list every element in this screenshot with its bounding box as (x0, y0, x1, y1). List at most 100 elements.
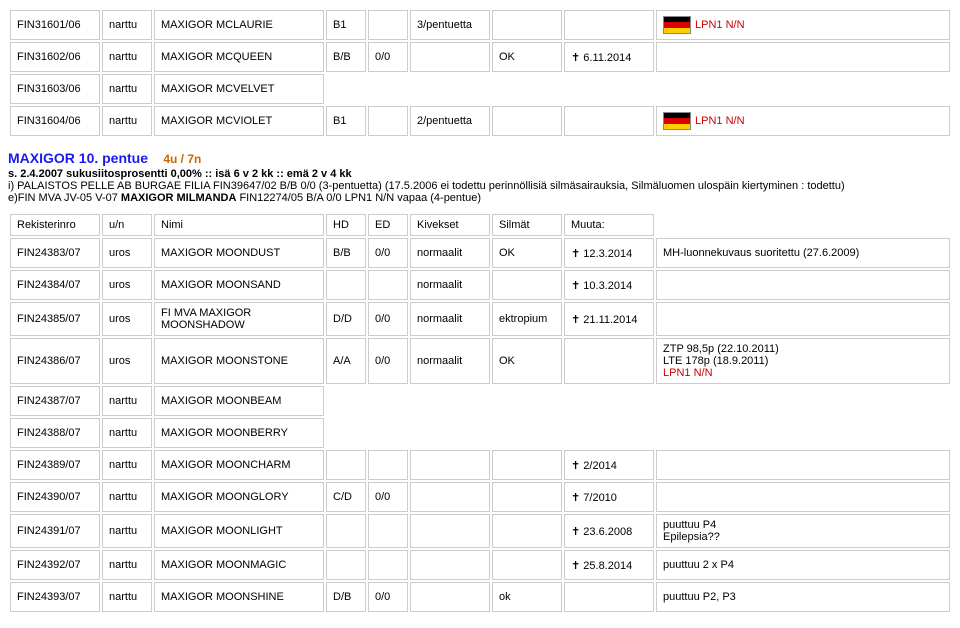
cell-nimi: MAXIGOR MCLAURIE (154, 10, 324, 40)
table-row: FIN24389/07narttuMAXIGOR MOONCHARM ✝ 2/20… (10, 450, 950, 480)
cell-nimi: MAXIGOR MOONSHINE (154, 582, 324, 612)
cell-ext-line: puuttuu P2, P3 (663, 591, 736, 603)
cell-ed (368, 550, 408, 580)
hdr-reg: Rekisterinro (10, 214, 100, 236)
cell-reg: FIN24390/07 (10, 482, 100, 512)
cell-ext-line: MH-luonnekuvaus suoritettu (27.6.2009) (663, 247, 859, 259)
cell-reg: FIN24386/07 (10, 338, 100, 384)
cell-kiv: normaalit (410, 302, 490, 336)
cell-un: uros (102, 270, 152, 300)
cell-muu (564, 582, 654, 612)
cell-ext: LPN1 N/N (656, 106, 950, 136)
cell-kiv: normaalit (410, 338, 490, 384)
cell-hd (326, 514, 366, 548)
table-row: FIN31604/06narttuMAXIGOR MCVIOLETB12/pen… (10, 106, 950, 136)
cell-un: uros (102, 238, 152, 268)
table-row: FIN31601/06narttuMAXIGOR MCLAURIEB13/pen… (10, 10, 950, 40)
table-row: FIN24388/07narttuMAXIGOR MOONBERRY (10, 418, 950, 448)
cell-ed: 0/0 (368, 302, 408, 336)
cell-ext-line: Epilepsia?? (663, 531, 720, 543)
cell-reg: FIN31604/06 (10, 106, 100, 136)
hdr-kiv: Kivekset (410, 214, 490, 236)
cell-muu: ✝ 23.6.2008 (564, 514, 654, 548)
table-row: FIN24383/07urosMAXIGOR MOONDUSTB/B0/0nor… (10, 238, 950, 268)
table-row: FIN24392/07narttuMAXIGOR MOONMAGIC✝ 25.8… (10, 550, 950, 580)
litter-desc-line2b: MAXIGOR MILMANDA (121, 192, 237, 204)
cell-muu: ✝ 2/2014 (564, 450, 654, 480)
cell-kiv (410, 550, 490, 580)
table-row: FIN24387/07narttuMAXIGOR MOONBEAM (10, 386, 950, 416)
cell-reg: FIN24385/07 (10, 302, 100, 336)
cell-un: narttu (102, 106, 152, 136)
cell-un: narttu (102, 550, 152, 580)
cell-sil (492, 550, 562, 580)
litter-meta: s. 2.4.2007 sukusiitosprosentti 0,00% ::… (8, 168, 952, 180)
cell-nimi: MAXIGOR MOONSTONE (154, 338, 324, 384)
cell-muu (564, 10, 654, 40)
cell-ext-line: puuttuu 2 x P4 (663, 559, 734, 571)
table-row: FIN24390/07narttuMAXIGOR MOONGLORYC/D0/0… (10, 482, 950, 512)
cell-nimi: MAXIGOR MCVELVET (154, 74, 324, 104)
cell-reg: FIN24392/07 (10, 550, 100, 580)
cell-ext: puuttuu P2, P3 (656, 582, 950, 612)
cell-nimi: MAXIGOR MOONCHARM (154, 450, 324, 480)
cell-ext-text: LPN1 N/N (695, 19, 745, 31)
cell-muu: ✝ 7/2010 (564, 482, 654, 512)
cell-muu: ✝ 21.11.2014 (564, 302, 654, 336)
cell-reg: FIN24388/07 (10, 418, 100, 448)
flag-de-icon (663, 16, 691, 34)
main-table: Rekisterinro u/n Nimi HD ED Kivekset Sil… (8, 212, 952, 614)
cell-kiv (410, 42, 490, 72)
cell-ext: MH-luonnekuvaus suoritettu (27.6.2009) (656, 238, 950, 268)
cell-un: narttu (102, 418, 152, 448)
cell-un: uros (102, 338, 152, 384)
litter-header: MAXIGOR 10. pentue 4u / 7n (8, 150, 952, 166)
cell-nimi: MAXIGOR MCQUEEN (154, 42, 324, 72)
cell-reg: FIN31602/06 (10, 42, 100, 72)
hdr-nimi: Nimi (154, 214, 324, 236)
cell-ed: 0/0 (368, 42, 408, 72)
cell-nimi: MAXIGOR MCVIOLET (154, 106, 324, 136)
cell-nimi: MAXIGOR MOONDUST (154, 238, 324, 268)
cell-un: narttu (102, 10, 152, 40)
cell-muu (564, 338, 654, 384)
hdr-ext (656, 214, 950, 236)
litter-desc-line1: i) PALAISTOS PELLE AB BURGAE FILIA FIN39… (8, 180, 845, 192)
cell-kiv (410, 514, 490, 548)
cell-un: narttu (102, 582, 152, 612)
cell-un: narttu (102, 450, 152, 480)
table-row: FIN24384/07urosMAXIGOR MOONSANDnormaalit… (10, 270, 950, 300)
cell-reg: FIN24391/07 (10, 514, 100, 548)
cell-muu: ✝ 6.11.2014 (564, 42, 654, 72)
cell-sil: ektropium (492, 302, 562, 336)
cell-reg: FIN24389/07 (10, 450, 100, 480)
litter-desc-line2a: e)FIN MVA JV-05 V-07 (8, 192, 121, 204)
cell-reg: FIN24384/07 (10, 270, 100, 300)
flag-de-icon (663, 112, 691, 130)
hdr-ed: ED (368, 214, 408, 236)
table-row: FIN24386/07urosMAXIGOR MOONSTONEA/A0/0no… (10, 338, 950, 384)
cell-nimi: FI MVA MAXIGOR MOONSHADOW (154, 302, 324, 336)
cell-ext (656, 270, 950, 300)
cell-nimi: MAXIGOR MOONMAGIC (154, 550, 324, 580)
cell-ext (656, 482, 950, 512)
cell-ext-text: LPN1 N/N (695, 115, 745, 127)
cell-sil (492, 514, 562, 548)
cell-ed (368, 106, 408, 136)
cell-reg: FIN31603/06 (10, 74, 100, 104)
litter-desc-line2c: FIN12274/05 B/A 0/0 LPN1 N/N vapaa (4-pe… (236, 192, 481, 204)
cell-kiv (410, 582, 490, 612)
cell-muu (564, 106, 654, 136)
table-row: FIN24391/07narttuMAXIGOR MOONLIGHT✝ 23.6… (10, 514, 950, 548)
cell-reg: FIN24393/07 (10, 582, 100, 612)
cell-ext (656, 42, 950, 72)
table-row: FIN31603/06narttuMAXIGOR MCVELVET (10, 74, 950, 104)
cell-sil (492, 482, 562, 512)
cell-hd (326, 550, 366, 580)
cell-kiv: 3/pentuetta (410, 10, 490, 40)
cell-sil (492, 450, 562, 480)
cell-ed (368, 270, 408, 300)
litter-title: MAXIGOR 10. pentue (8, 150, 148, 166)
cell-reg: FIN31601/06 (10, 10, 100, 40)
cell-hd: D/D (326, 302, 366, 336)
